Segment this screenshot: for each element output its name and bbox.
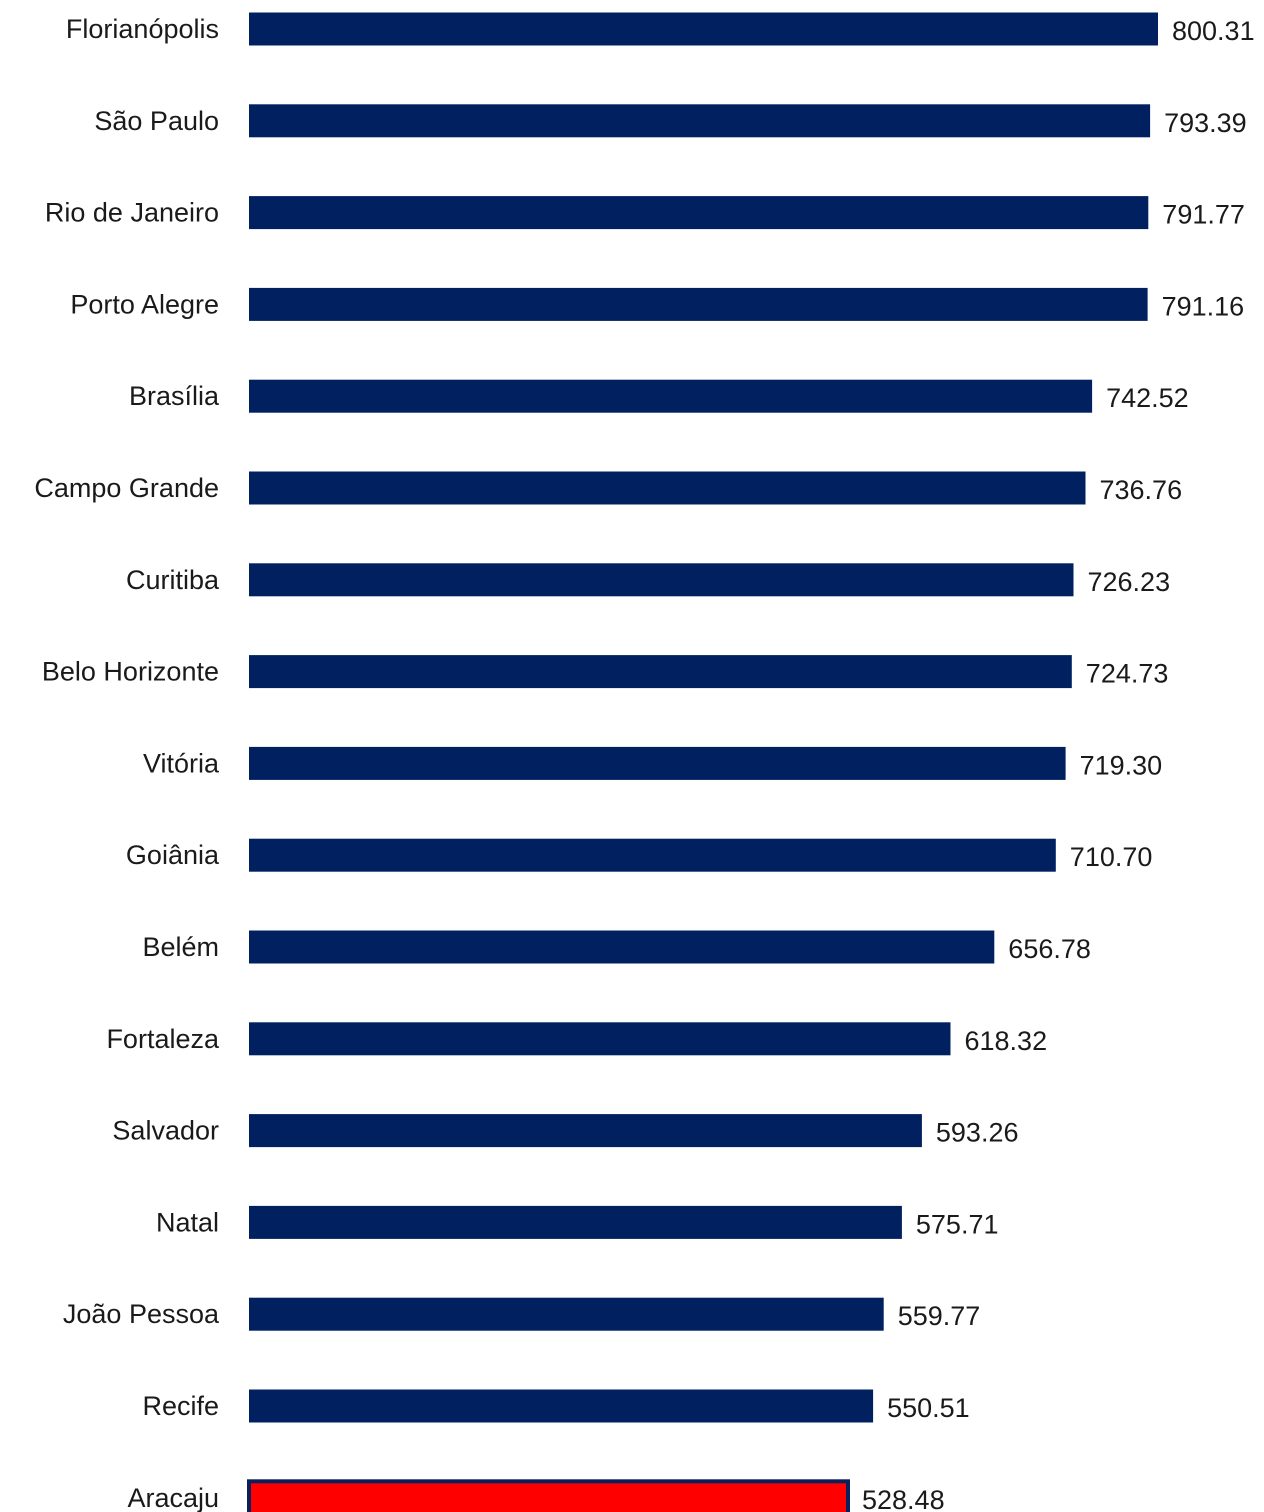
bar-porto-alegre [249, 287, 1148, 321]
category-label: Salvador [112, 1116, 219, 1146]
bar-vitoria [249, 746, 1066, 780]
bar-fortaleza [249, 1022, 951, 1056]
value-label: 736.76 [1100, 475, 1183, 505]
value-label: 559.77 [898, 1301, 981, 1331]
value-label: 618.32 [965, 1026, 1048, 1056]
bar-natal [249, 1205, 902, 1239]
value-label: 726.23 [1088, 567, 1171, 597]
value-label: 800.31 [1172, 16, 1255, 46]
value-label: 550.51 [887, 1393, 970, 1423]
value-label: 656.78 [1008, 934, 1091, 964]
category-label: Porto Alegre [70, 289, 219, 319]
category-label: Belém [142, 932, 219, 962]
category-label: Florianópolis [66, 14, 219, 44]
value-label: 791.16 [1162, 291, 1245, 321]
bar-salvador [249, 1114, 922, 1148]
bar-recife [249, 1389, 874, 1423]
category-label: Vitória [143, 748, 220, 778]
category-label: São Paulo [94, 106, 219, 136]
category-label: Recife [142, 1391, 219, 1421]
category-label: Belo Horizonte [42, 657, 219, 687]
bar-brasilia [249, 379, 1093, 413]
bar-rio-de-janeiro [249, 196, 1149, 230]
labels-group: Florianópolis 800.31 São Paulo 793.39 Rio de… [34, 14, 1254, 1512]
bar-sao-paulo [249, 104, 1151, 138]
bar-campo-grande [249, 471, 1086, 505]
value-label: 528.48 [862, 1485, 945, 1512]
category-label: Curitiba [126, 565, 220, 595]
bars-group [247, 12, 1158, 1512]
category-label: Rio de Janeiro [45, 198, 219, 228]
value-label: 791.77 [1162, 200, 1245, 230]
value-label: 719.30 [1080, 750, 1163, 780]
bar-curitiba [249, 563, 1074, 597]
bar-belo-horizonte [249, 655, 1072, 689]
category-label: João Pessoa [63, 1299, 220, 1329]
value-label: 710.70 [1070, 842, 1153, 872]
bar-joao-pessoa [249, 1297, 884, 1331]
category-label: Campo Grande [34, 473, 219, 503]
value-label: 742.52 [1106, 383, 1189, 413]
category-label: Goiânia [126, 840, 220, 870]
category-label: Aracaju [127, 1483, 219, 1512]
bar-belem [249, 930, 995, 964]
bar-aracaju [247, 1479, 850, 1512]
value-label: 793.39 [1164, 108, 1247, 138]
category-label: Natal [156, 1207, 219, 1237]
value-label: 575.71 [916, 1209, 999, 1239]
value-label: 724.73 [1086, 659, 1169, 689]
bar-florianopolis [249, 12, 1158, 46]
value-label: 593.26 [936, 1118, 1019, 1148]
category-label: Brasília [129, 381, 220, 411]
category-label: Fortaleza [106, 1024, 220, 1054]
bar-goiania [249, 838, 1056, 872]
